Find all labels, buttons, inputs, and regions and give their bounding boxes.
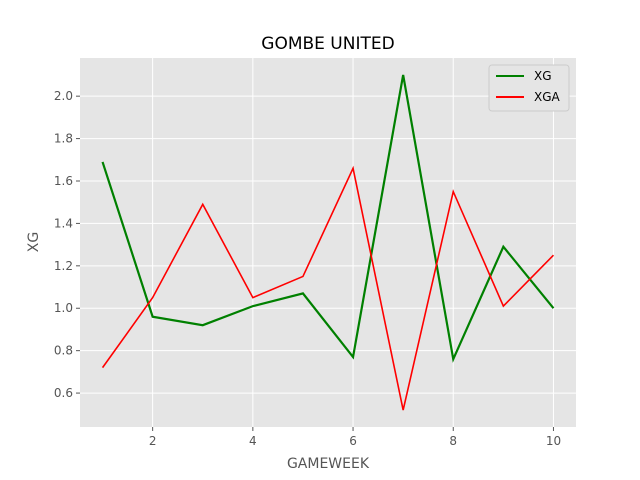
y-axis-ticks: 0.6 0.8 1.0 1.2 1.4 1.6 1.8 2.0 [54,89,80,400]
y-tick-label: 1.4 [54,216,73,230]
y-axis-label: XG [26,232,42,252]
y-tick-label: 1.2 [54,259,73,273]
series-line-xg [101,74,555,363]
legend-label-xga: XGA [534,90,561,104]
legend-box [488,64,570,112]
x-tick-label: 2 [149,434,157,448]
legend: XG XGA [488,64,570,112]
x-tick-label: 4 [249,434,257,448]
y-tick-label: 0.6 [54,386,73,400]
y-tick-label: 0.8 [54,344,73,358]
series-lines [101,74,555,411]
y-tick-label: 2.0 [54,89,73,103]
x-tick-label: 10 [546,434,561,448]
y-tick-label: 1.0 [54,301,73,315]
x-tick-label: 6 [349,434,357,448]
x-tick-label: 8 [449,434,457,448]
x-axis-ticks: 2 4 6 8 10 [149,427,561,448]
y-tick-label: 1.8 [54,132,73,146]
plot-background [80,58,576,427]
x-axis-label: GAMEWEEK [287,456,370,472]
y-tick-label: 1.6 [54,174,73,188]
series-line-xga [101,165,555,411]
legend-label-xg: XG [534,69,552,83]
chart-title: GOMBE UNITED [261,34,394,54]
